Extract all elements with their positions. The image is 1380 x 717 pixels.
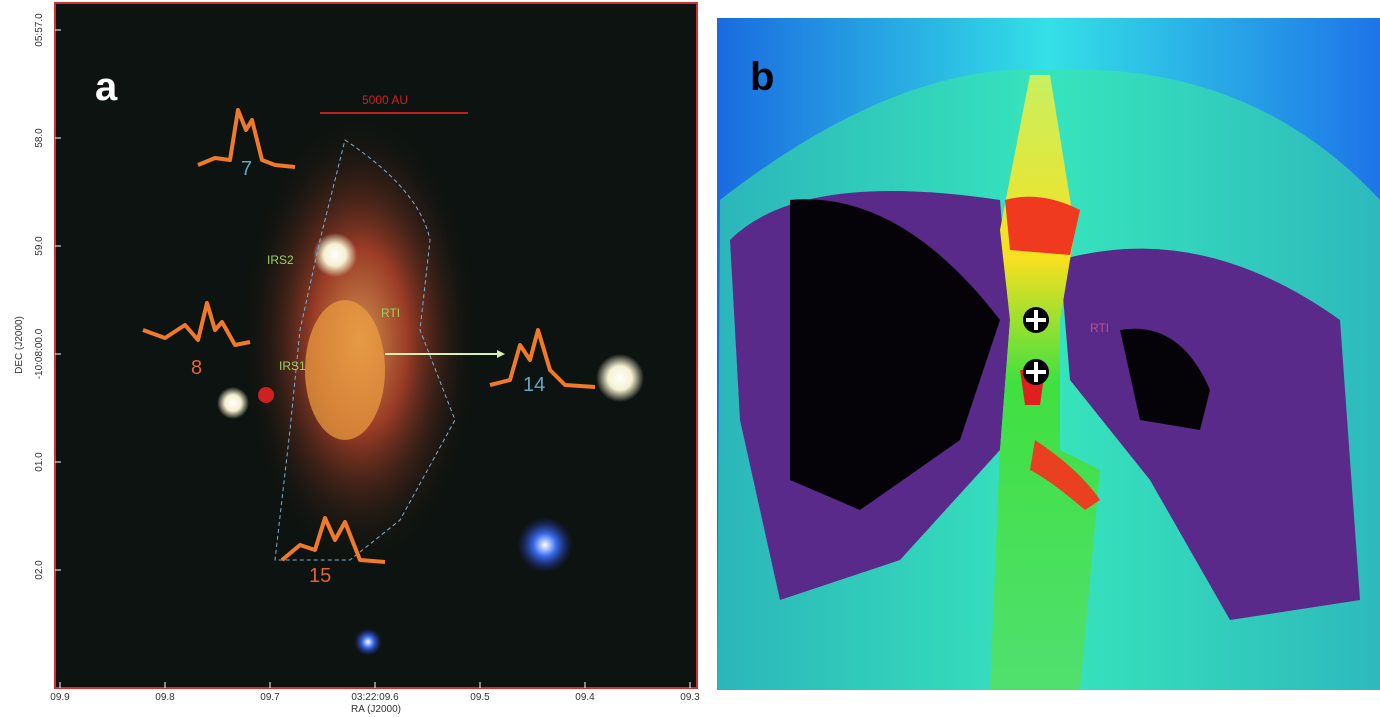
scale-label: 5000 AU — [362, 93, 408, 107]
x-tick-label: 09.9 — [50, 692, 70, 703]
source-label: IRS1 — [279, 359, 306, 373]
star — [258, 387, 274, 403]
y-axis-title: DEC (J2000) — [14, 316, 25, 374]
spectrum-label: 14 — [523, 374, 545, 396]
x-tick-label: 09.4 — [575, 692, 595, 703]
protostar — [1023, 307, 1049, 333]
star — [217, 387, 249, 419]
panel-label: a — [95, 65, 118, 109]
x-tick-label: 03:22:09.6 — [351, 692, 399, 703]
spectrum-label: 15 — [309, 565, 331, 587]
source-label: RTI — [381, 306, 400, 320]
x-tick-label: 09.3 — [680, 692, 700, 703]
y-tick-label: 59.0 — [34, 236, 45, 256]
panel-a: a 5000 AU IRS2 RTI IRS1 7 8 14 15 09.9 09… — [14, 3, 700, 715]
hot-gas — [1005, 197, 1080, 255]
star — [596, 354, 644, 402]
x-tick-label: 09.7 — [260, 692, 280, 703]
figure: a 5000 AU IRS2 RTI IRS1 7 8 14 15 09.9 09… — [0, 0, 1380, 717]
y-tick-label: 58.0 — [34, 128, 45, 148]
source-label: IRS2 — [267, 253, 294, 267]
protostar — [1023, 359, 1049, 385]
y-tick-label: 01.0 — [34, 452, 45, 472]
y-tick-label: 05:57.0 — [34, 13, 45, 47]
x-tick-label: 09.5 — [470, 692, 490, 703]
spectrum-label: 8 — [191, 357, 202, 379]
x-tick-label: 09.8 — [155, 692, 175, 703]
panel-b: b RTI — [717, 18, 1380, 690]
x-axis-title: RA (J2000) — [351, 704, 401, 715]
star — [517, 517, 573, 573]
y-tick-label: -10:08:00.0 — [34, 328, 45, 379]
annotation: RTI — [1090, 321, 1109, 335]
irs1-glow — [305, 300, 385, 440]
panel-label: b — [750, 55, 774, 99]
spectrum-label: 7 — [241, 158, 252, 180]
star — [354, 628, 382, 656]
y-tick-label: 02.0 — [34, 560, 45, 580]
